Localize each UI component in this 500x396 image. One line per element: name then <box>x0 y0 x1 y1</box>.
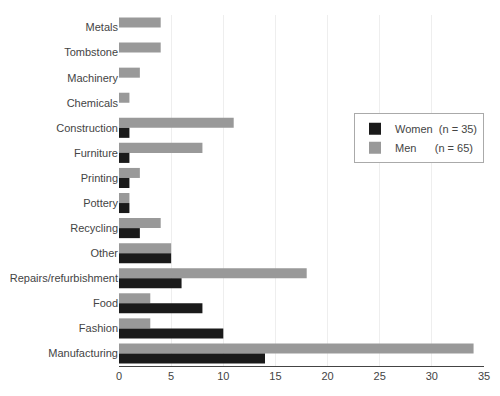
svg-text:Men (n = 65): Men (n = 65) <box>395 142 473 154</box>
svg-text:Fashion: Fashion <box>79 322 118 334</box>
svg-text:Printing: Printing <box>81 172 118 184</box>
svg-text:Furniture: Furniture <box>74 147 118 159</box>
svg-text:Construction: Construction <box>56 122 118 134</box>
svg-text:0: 0 <box>116 370 122 382</box>
svg-text:15: 15 <box>269 370 281 382</box>
svg-text:5: 5 <box>168 370 174 382</box>
svg-text:30: 30 <box>426 370 438 382</box>
svg-text:25: 25 <box>374 370 386 382</box>
svg-text:Metals: Metals <box>86 21 119 33</box>
svg-text:Manufacturing: Manufacturing <box>48 347 118 359</box>
svg-text:Food: Food <box>93 297 118 309</box>
svg-text:Tombstone: Tombstone <box>64 46 118 58</box>
svg-text:10: 10 <box>217 370 229 382</box>
svg-text:20: 20 <box>321 370 333 382</box>
svg-text:Chemicals: Chemicals <box>67 97 119 109</box>
svg-text:Machinery: Machinery <box>67 72 118 84</box>
svg-text:Other: Other <box>90 247 118 259</box>
svg-text:Recycling: Recycling <box>70 222 118 234</box>
svg-text:Women (n = 35): Women (n = 35) <box>395 123 477 135</box>
svg-text:Repairs/refurbishment: Repairs/refurbishment <box>10 272 118 284</box>
svg-text:35: 35 <box>478 370 490 382</box>
svg-text:Pottery: Pottery <box>83 197 118 209</box>
